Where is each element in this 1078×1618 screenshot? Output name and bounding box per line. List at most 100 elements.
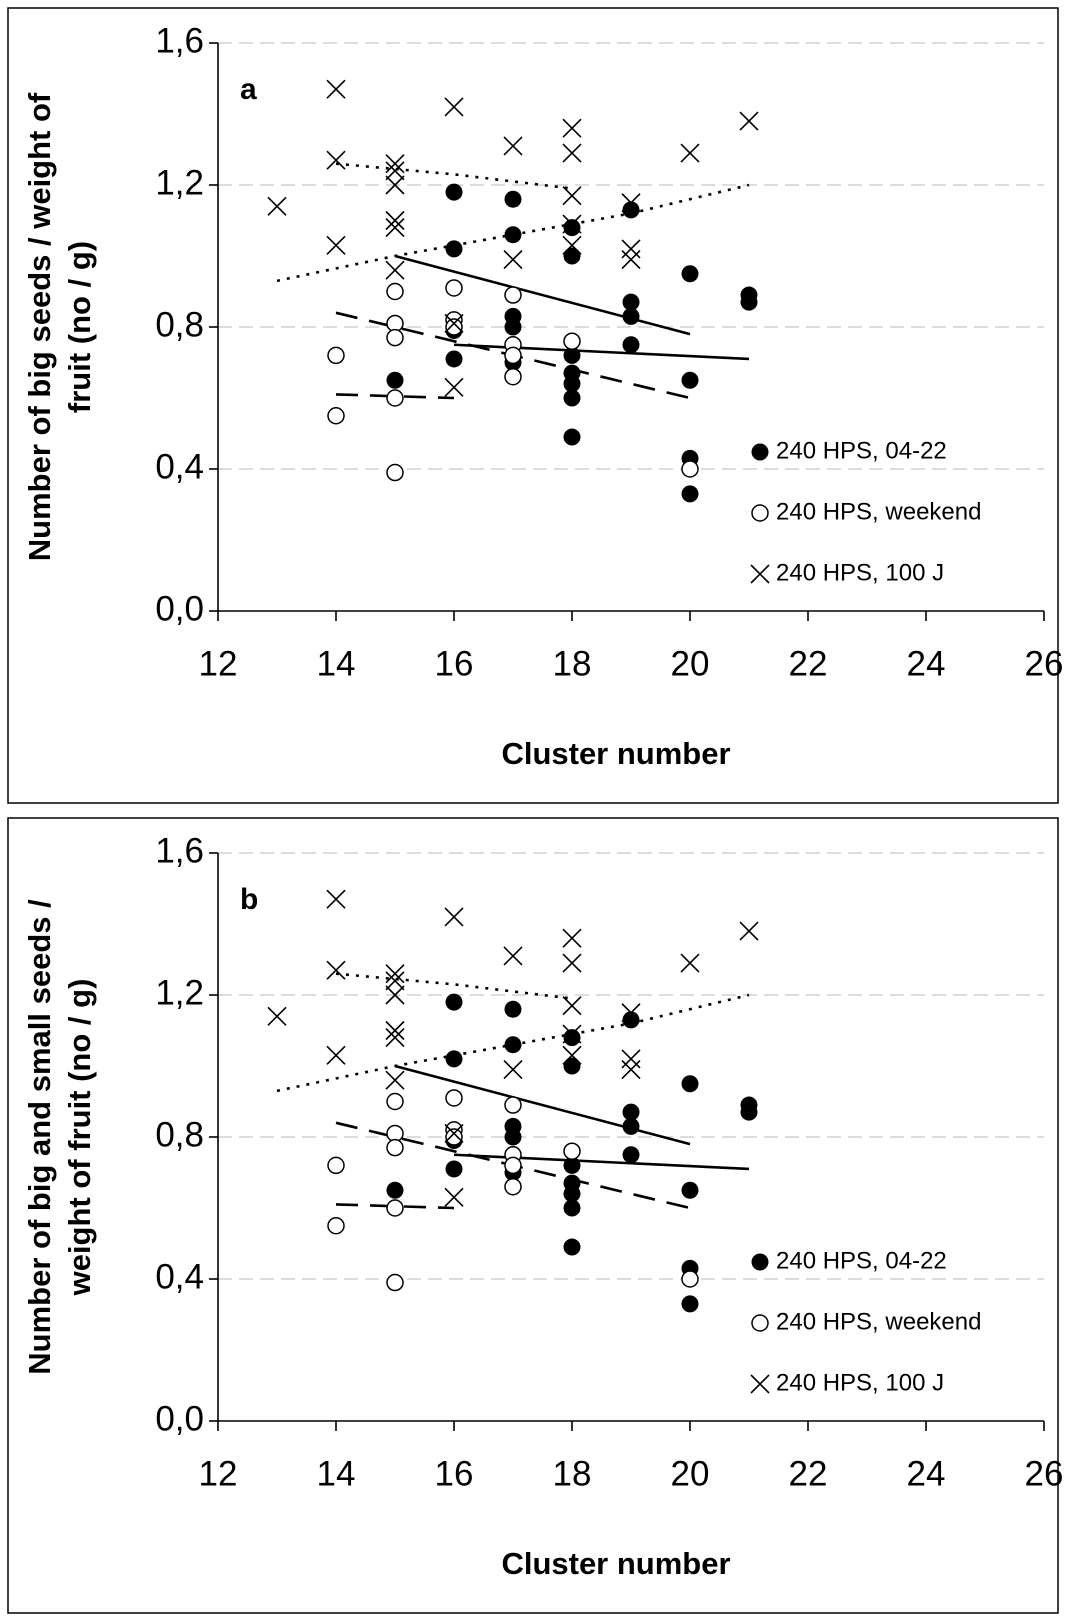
point (563, 1185, 581, 1203)
point (563, 1238, 581, 1256)
chart-panel: 0,0 0,4 0,8 1,2 1,6 12 14 16 18 20 22 24 26 Cluster n… (7, 817, 1064, 1614)
x-tick-label: 22 (789, 1454, 828, 1493)
legend-marker (750, 564, 770, 584)
point (622, 1103, 640, 1121)
point (503, 1059, 523, 1080)
legend-marker (750, 1374, 770, 1394)
point (504, 190, 522, 208)
point (622, 293, 640, 311)
x-tick-label: 14 (317, 1454, 356, 1493)
point (327, 346, 345, 365)
legend-label: 240 HPS, weekend (776, 498, 981, 525)
point (445, 318, 463, 336)
point (444, 377, 464, 397)
point (622, 307, 640, 325)
point (739, 921, 759, 941)
point (562, 214, 582, 234)
panel-label: a (240, 73, 257, 106)
point (385, 1070, 405, 1090)
x-tick-label: 14 (317, 644, 356, 683)
point (444, 907, 464, 927)
point (326, 150, 346, 170)
point (326, 235, 346, 255)
point (504, 226, 522, 244)
point (504, 286, 522, 304)
y-tick-label: 1,2 (155, 163, 204, 202)
point (386, 389, 404, 407)
trendline (335, 393, 455, 400)
point (503, 249, 523, 270)
point (327, 407, 345, 425)
point (563, 389, 581, 407)
point (681, 1270, 699, 1288)
point (327, 1156, 345, 1175)
point (622, 201, 640, 219)
point (504, 346, 522, 365)
point (504, 367, 522, 386)
x-tick-label: 18 (553, 1454, 592, 1493)
y-tick-label: 0,0 (155, 589, 204, 628)
x-tick-label: 24 (907, 644, 946, 683)
legend-label: 240 HPS, 04-22 (776, 1247, 947, 1274)
point (504, 318, 522, 336)
point (562, 143, 582, 163)
point (504, 1000, 522, 1018)
point (504, 1096, 522, 1114)
point (445, 1050, 463, 1068)
point (385, 260, 405, 280)
x-tick-label: 22 (789, 644, 828, 683)
point (681, 265, 699, 283)
point (563, 1156, 581, 1174)
y-axis-title: Number of big and small seeds / (22, 899, 57, 1375)
x-axis-title: Cluster number (501, 1546, 730, 1581)
point (563, 1142, 581, 1160)
point (385, 964, 405, 984)
panel-border (7, 817, 1059, 1614)
point (386, 328, 404, 347)
point (504, 1036, 522, 1054)
x-tick-label: 26 (1025, 1454, 1064, 1493)
legend-marker (751, 504, 769, 522)
point (445, 240, 463, 258)
point (386, 1273, 404, 1292)
y-tick-label: 0,4 (155, 1257, 204, 1296)
point (504, 1177, 522, 1196)
point (386, 371, 404, 389)
point (385, 210, 405, 231)
point (681, 1181, 699, 1199)
x-tick-label: 20 (671, 644, 710, 683)
y-tick-label: 1,6 (155, 831, 204, 870)
point (681, 371, 699, 389)
point (681, 1295, 699, 1313)
trendline (453, 343, 750, 361)
point (327, 1217, 345, 1235)
point (621, 239, 641, 259)
point (562, 1045, 582, 1065)
point (267, 196, 287, 216)
point (563, 1057, 581, 1075)
point (444, 1187, 464, 1207)
point (562, 186, 582, 206)
point (563, 332, 581, 350)
point (445, 1089, 463, 1107)
legend-label: 240 HPS, weekend (776, 1308, 981, 1335)
point (621, 1059, 641, 1080)
point (622, 1146, 640, 1164)
trendline (394, 254, 691, 336)
point (680, 143, 700, 163)
y-tick-label: 1,2 (155, 973, 204, 1012)
point (445, 993, 463, 1011)
trendline (394, 1064, 691, 1146)
y-tick-label: 0,8 (155, 1115, 204, 1154)
point (386, 282, 404, 301)
point (563, 219, 581, 237)
legend-label: 240 HPS, 100 J (776, 1369, 944, 1396)
y-tick-label: 1,6 (155, 21, 204, 60)
x-tick-label: 20 (671, 1454, 710, 1493)
point (562, 1024, 582, 1044)
point (504, 1156, 522, 1175)
y-tick-label: 0,8 (155, 305, 204, 344)
point (385, 218, 405, 238)
point (326, 960, 346, 980)
